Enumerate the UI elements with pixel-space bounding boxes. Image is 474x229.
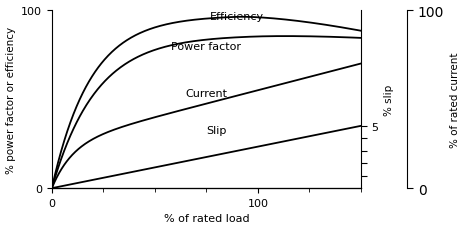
Text: Efficiency: Efficiency <box>210 12 264 22</box>
Y-axis label: % slip: % slip <box>384 84 394 115</box>
Text: Slip: Slip <box>207 125 227 135</box>
Y-axis label: % of rated current: % of rated current <box>450 52 460 147</box>
Y-axis label: % power factor or efficiency: % power factor or efficiency <box>6 26 16 173</box>
Text: Current: Current <box>185 88 228 98</box>
X-axis label: % of rated load: % of rated load <box>164 213 249 224</box>
Text: Power factor: Power factor <box>172 42 241 52</box>
